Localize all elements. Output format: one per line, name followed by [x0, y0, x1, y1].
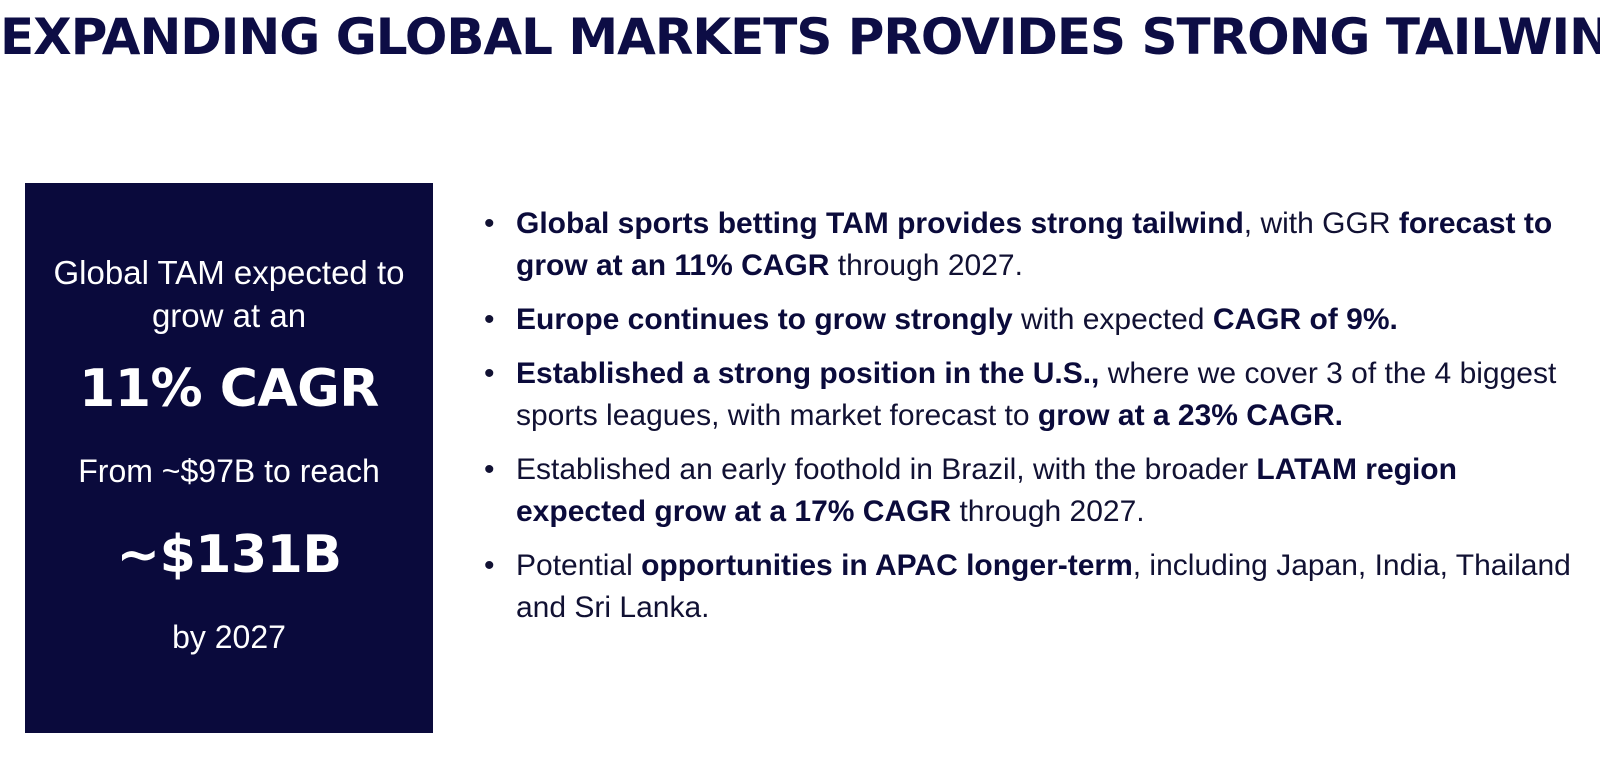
bullet-item: • Potential opportunities in APAC longer…: [484, 545, 1574, 629]
bullet-marker: •: [484, 357, 495, 390]
page-title: EXPANDING GLOBAL MARKETS PROVIDES STRONG…: [0, 8, 1600, 66]
target-year-text: by 2027: [172, 619, 286, 655]
bullet-item: • Global sports betting TAM provides str…: [484, 203, 1574, 287]
target-value-figure: ~$131B: [116, 525, 342, 585]
bullet-bold-text: grow at a 23% CAGR.: [1037, 399, 1343, 432]
bullet-text: through 2027.: [829, 249, 1023, 282]
bullet-bold-text: LATAM region expected grow at a 17% CAGR: [516, 453, 1457, 528]
bullet-item: • Established an early foothold in Brazi…: [484, 449, 1574, 533]
bullet-marker: •: [484, 453, 495, 486]
bullet-bold-text: forecast to grow at an 11% CAGR: [516, 207, 1553, 282]
bullet-text: , including Japan, India, Thailand and S…: [516, 549, 1571, 624]
bullet-item: • Established a strong position in the U…: [484, 353, 1574, 437]
bullet-text: with expected: [1012, 303, 1213, 336]
bullet-item: • Europe continues to grow strongly with…: [484, 299, 1574, 341]
bullet-marker: •: [484, 549, 495, 582]
bullet-bold-text: CAGR of 9%.: [1212, 303, 1398, 336]
bullet-bold-text: opportunities in APAC longer-term: [641, 549, 1133, 582]
panel-text-line-1: Global TAM expected to: [53, 254, 405, 291]
tam-summary-panel: Global TAM expected to grow at an 11% CA…: [25, 183, 433, 733]
bullet-text: where we cover 3 of the 4 biggest sports…: [516, 357, 1557, 432]
bullet-text: through 2027.: [951, 495, 1145, 528]
bullet-text: , with GGR: [1243, 207, 1399, 240]
bullet-list: • Global sports betting TAM provides str…: [484, 203, 1574, 641]
bullet-marker: •: [484, 207, 495, 240]
bullet-marker: •: [484, 303, 495, 336]
cagr-figure: 11% CAGR: [79, 359, 379, 419]
panel-text-line-2: grow at an: [151, 297, 307, 334]
bullet-text: Potential: [516, 549, 642, 582]
bullet-bold-text: Europe continues to grow strongly: [516, 303, 1013, 336]
bullet-bold-text: Established a strong position in the U.S…: [516, 357, 1100, 390]
bullet-text: Established an early foothold in Brazil,…: [516, 453, 1257, 486]
bullet-bold-text: Global sports betting TAM provides stron…: [516, 207, 1244, 240]
from-value-text: From ~$97B to reach: [78, 453, 380, 489]
